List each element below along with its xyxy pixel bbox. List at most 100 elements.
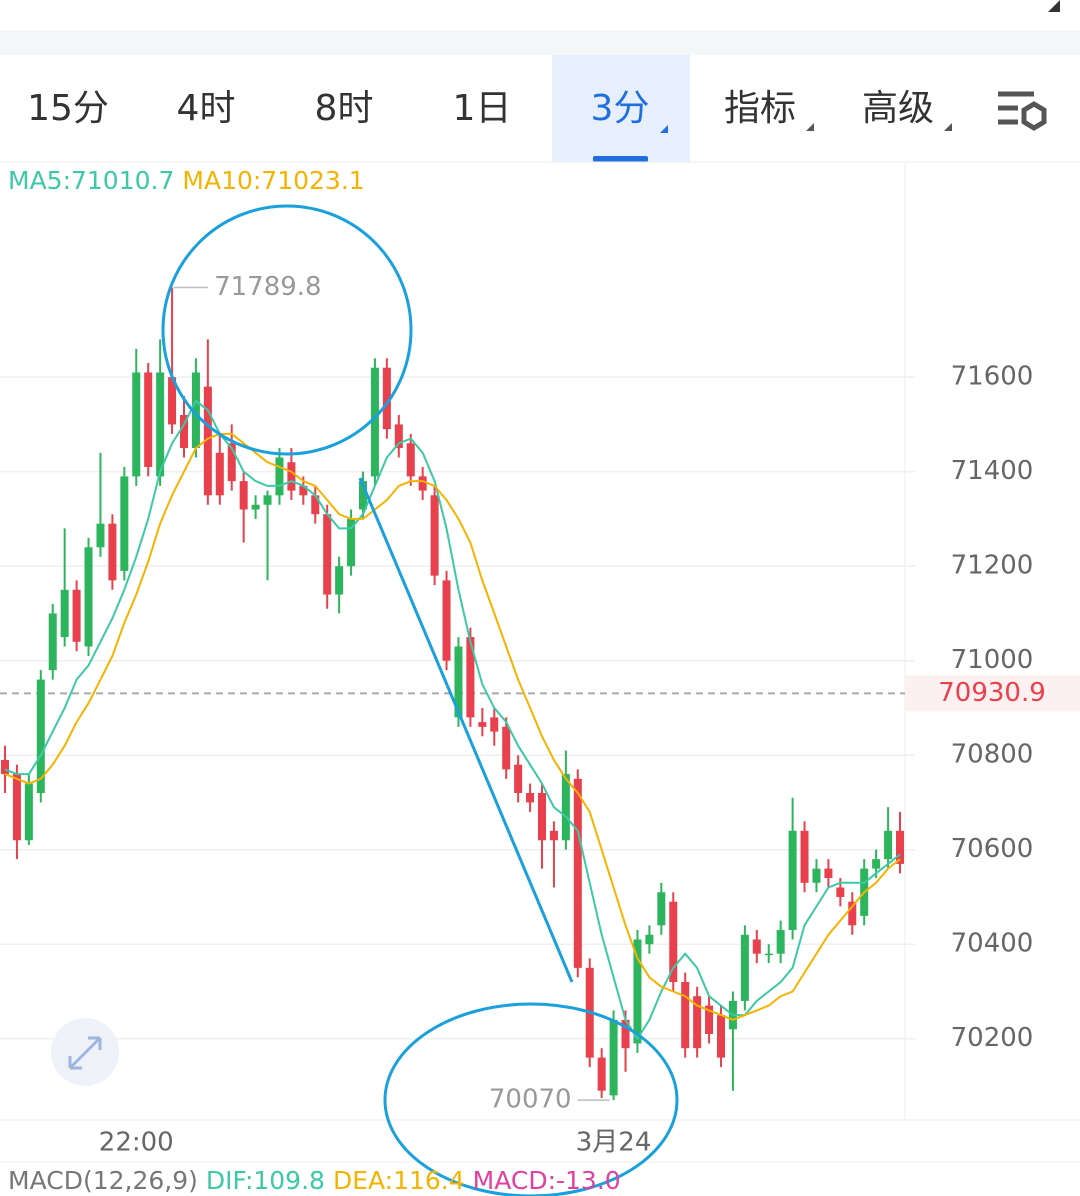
candle-body [1, 759, 9, 775]
candle-body [382, 367, 391, 430]
candle-body [239, 481, 248, 510]
indicator-entry: DEA:116.4 [333, 1166, 465, 1195]
candle-body [48, 613, 57, 671]
macd-legend: MACD(12,26,9) DIF:109.8 DEA:116.4 MACD:-13.… [8, 1166, 621, 1195]
candle-body [347, 518, 356, 567]
candle-body [633, 939, 642, 1044]
candle-body [12, 774, 21, 841]
candle-body [538, 793, 546, 841]
candle-body [800, 830, 809, 883]
candle-body [597, 1057, 606, 1091]
tab[interactable]: 4时 [177, 88, 236, 129]
x-tick-label: 22:00 [99, 1128, 174, 1158]
candle-body [203, 386, 212, 496]
ma-legend: MA5:71010.7 MA10:71023.1 [8, 166, 365, 195]
candle-body [96, 523, 105, 548]
candle-body [108, 523, 117, 581]
candle-body [514, 764, 523, 794]
candle-body [824, 868, 833, 879]
candle-body [788, 830, 797, 931]
top-strip [0, 30, 1080, 55]
candle-body [275, 457, 284, 496]
plot [0, 286, 915, 1101]
candle-body [526, 793, 535, 803]
annotations [161, 204, 679, 1196]
candle-body [884, 830, 893, 860]
candle-body [454, 646, 463, 718]
y-tick-label: 70200 [951, 1023, 1034, 1053]
candle-body [872, 859, 881, 869]
candle-body [657, 892, 666, 926]
tab[interactable]: 8时 [315, 88, 374, 129]
candle-body [609, 1019, 618, 1096]
candle-body [24, 783, 33, 841]
candle-body [561, 774, 570, 841]
candle-body [478, 722, 487, 727]
candle-body [120, 476, 129, 571]
candle-body [215, 452, 224, 496]
y-tick-label: 70600 [951, 834, 1034, 864]
tab[interactable]: 3分 [591, 88, 650, 129]
candle-body [370, 367, 379, 477]
candle-body [311, 495, 320, 515]
candle-body [836, 887, 845, 897]
tab[interactable]: 15分 [27, 88, 109, 129]
candle-body [156, 372, 165, 477]
candle-body [681, 982, 690, 1049]
candle-body [502, 726, 511, 770]
x-tick-label: 3月24 [576, 1128, 652, 1158]
candle-body [406, 443, 415, 477]
last-price-bg [905, 675, 1080, 712]
high-label: 71789.8 [214, 272, 322, 302]
candle-body [764, 953, 773, 956]
candle-body [84, 547, 93, 647]
y-tick-label: 71600 [951, 362, 1034, 392]
tab[interactable]: 指标 [724, 88, 796, 129]
legend-entry: MA10:71023.1 [182, 166, 364, 195]
candle-body [848, 901, 857, 926]
candle-body [549, 830, 558, 841]
candle-body [752, 939, 761, 954]
candle-body [693, 996, 702, 1049]
indicator-entry: MACD(12,26,9) [8, 1166, 198, 1195]
candle-body [335, 566, 344, 595]
corner-mark [1048, 0, 1060, 12]
candle-body [466, 637, 475, 718]
candle-body [60, 589, 69, 638]
candle-body [180, 414, 188, 449]
legend-entry: MA5:71010.7 [8, 166, 174, 195]
candle-body [132, 372, 141, 477]
tab[interactable]: 高级 [862, 88, 934, 129]
indicator-entry: DIF:109.8 [206, 1166, 325, 1195]
low-label: 70070 [489, 1085, 572, 1115]
tab-arrow [944, 123, 952, 131]
y-tick-label: 71000 [951, 645, 1034, 675]
tab-arrow [806, 123, 814, 131]
candle-body [705, 1005, 714, 1034]
candle-body [359, 481, 367, 510]
candle-body [418, 476, 427, 491]
candle-body [442, 580, 451, 661]
candle-body [287, 462, 296, 491]
candle-body [263, 495, 272, 505]
candle-body [896, 830, 904, 864]
expand-icon [68, 1036, 102, 1070]
candle-body [740, 934, 749, 1001]
candle-body [323, 514, 332, 595]
candle-body [299, 485, 308, 496]
candle-body [227, 443, 236, 482]
candle-body [573, 778, 582, 968]
candle-body [168, 377, 177, 425]
tab[interactable]: 1日 [453, 88, 512, 129]
settings-icon[interactable] [998, 91, 1047, 131]
candle-body [490, 717, 499, 732]
tab-arrow [660, 125, 668, 133]
active-tab-bg [552, 55, 690, 162]
ma-line [4, 432, 901, 1021]
candle-body [251, 504, 260, 510]
candle-body [669, 901, 678, 983]
indicator-entry: MACD:-13.0 [473, 1166, 621, 1195]
candle-body [645, 934, 654, 945]
